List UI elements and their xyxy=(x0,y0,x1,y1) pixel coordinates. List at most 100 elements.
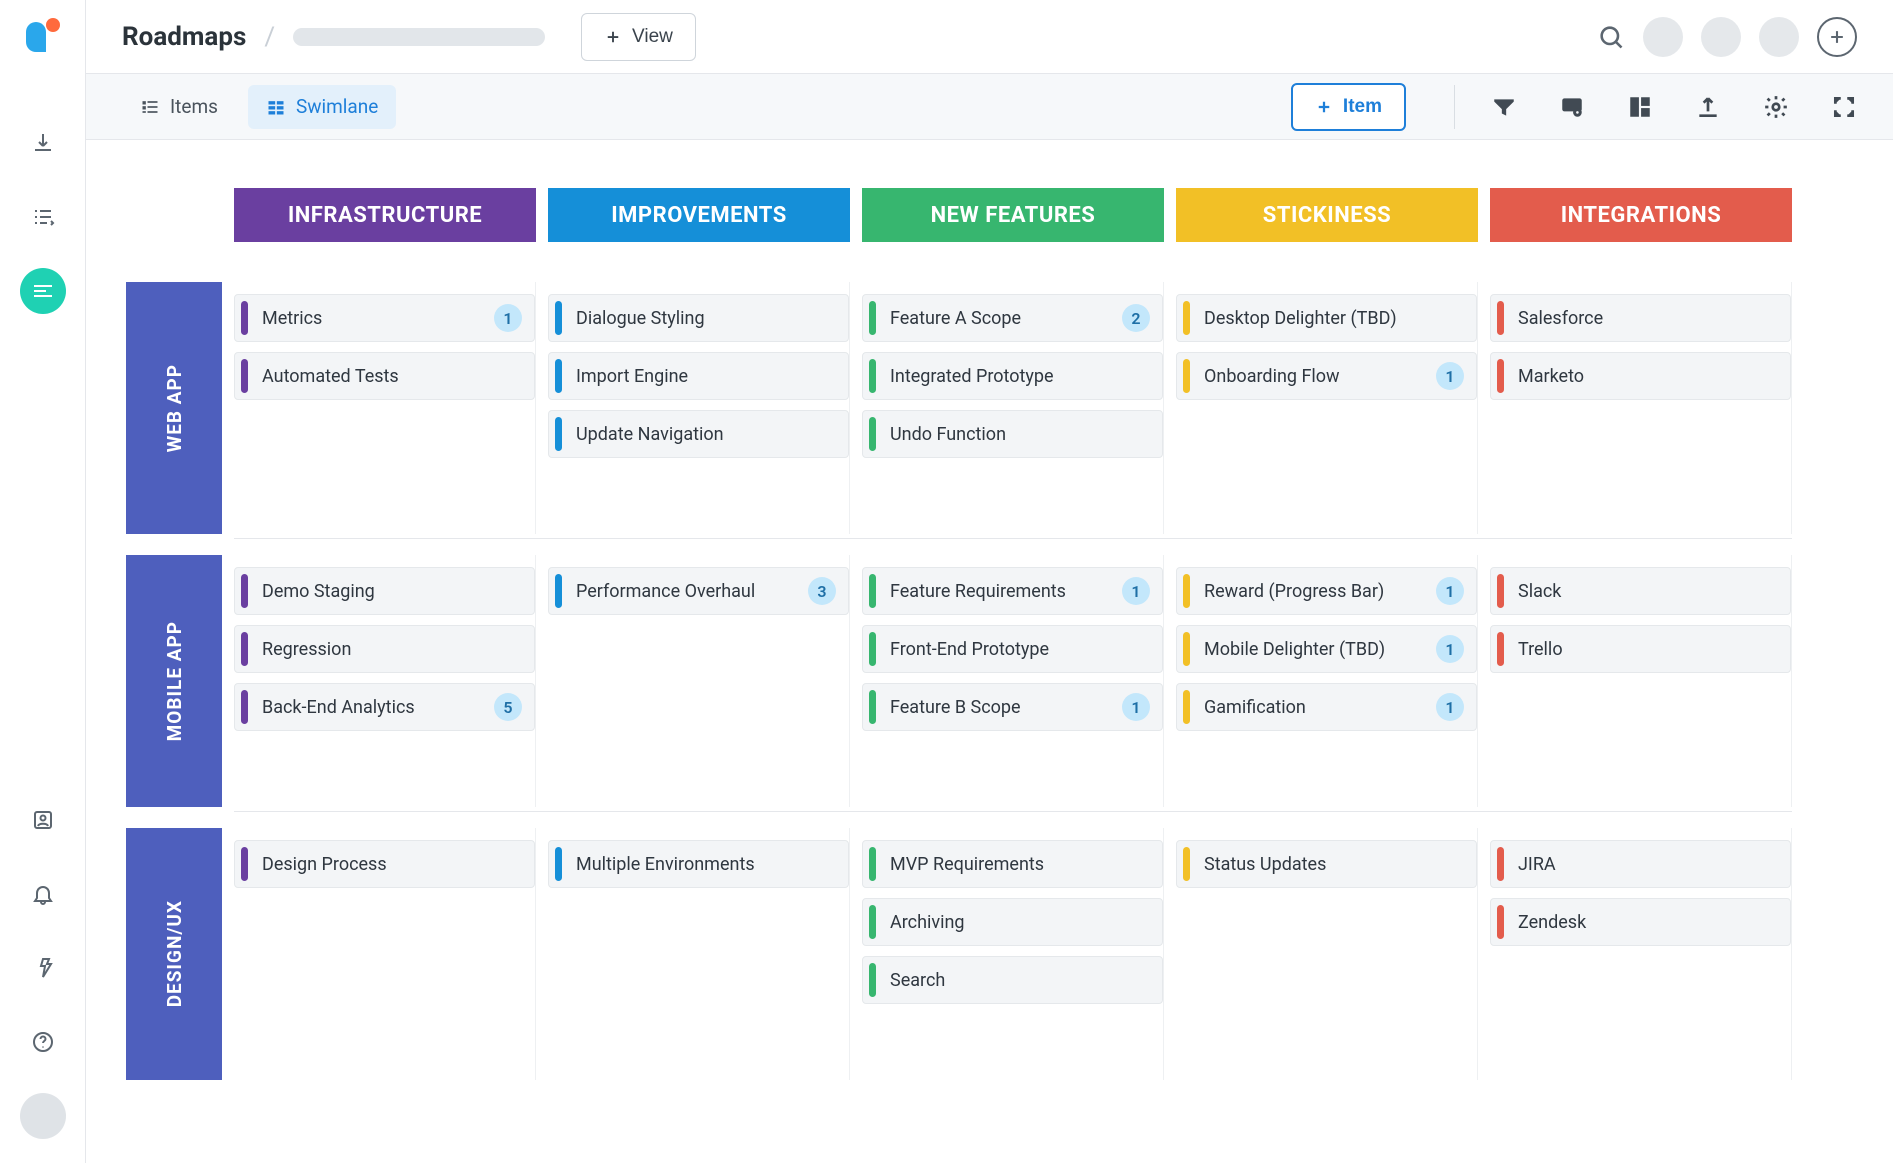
card[interactable]: Feature Requirements1 xyxy=(862,567,1163,615)
add-item-button[interactable]: Item xyxy=(1291,83,1406,131)
cell-design_ux-new_features[interactable]: MVP Requirements Archiving Search xyxy=(862,828,1164,1080)
view-mode-items[interactable]: Items xyxy=(122,85,236,129)
view-mode-swimlane[interactable]: Swimlane xyxy=(248,85,396,129)
card-stripe xyxy=(241,359,248,393)
cell-web_app-integrations[interactable]: Salesforce Marketo xyxy=(1490,282,1792,534)
card[interactable]: MVP Requirements xyxy=(862,840,1163,888)
card[interactable]: Desktop Delighter (TBD) xyxy=(1176,294,1477,342)
search-icon[interactable] xyxy=(1597,23,1625,51)
card-stripe xyxy=(241,690,248,724)
card[interactable]: Feature A Scope2 xyxy=(862,294,1163,342)
notifications-icon[interactable] xyxy=(20,871,66,917)
cell-mobile_app-infrastructure[interactable]: Demo Staging Regression Back-End Analytics… xyxy=(234,555,536,807)
card-label: Front-End Prototype xyxy=(890,639,1150,660)
lane-separator xyxy=(234,538,1792,539)
card-stripe xyxy=(1183,574,1190,608)
card[interactable]: Demo Staging xyxy=(234,567,535,615)
column-header-stickiness[interactable]: STICKINESS xyxy=(1176,188,1478,242)
add-collaborator-button[interactable] xyxy=(1817,17,1857,57)
card-label: Back-End Analytics xyxy=(262,697,480,718)
card[interactable]: Multiple Environments xyxy=(548,840,849,888)
card-label: Desktop Delighter (TBD) xyxy=(1204,308,1464,329)
breadcrumb-placeholder[interactable] xyxy=(293,28,545,46)
cell-design_ux-improvements[interactable]: Multiple Environments xyxy=(548,828,850,1080)
link-settings-icon[interactable] xyxy=(1559,94,1585,120)
cell-design_ux-stickiness[interactable]: Status Updates xyxy=(1176,828,1478,1080)
help-icon[interactable] xyxy=(20,1019,66,1065)
card-badge: 3 xyxy=(808,577,836,605)
lane-separator xyxy=(234,811,1792,812)
card[interactable]: Onboarding Flow1 xyxy=(1176,352,1477,400)
card[interactable]: Marketo xyxy=(1490,352,1791,400)
add-view-button[interactable]: View xyxy=(581,13,696,61)
cell-mobile_app-improvements[interactable]: Performance Overhaul 3 xyxy=(548,555,850,807)
card[interactable]: Undo Function xyxy=(862,410,1163,458)
card-stripe xyxy=(1183,359,1190,393)
cell-web_app-infrastructure[interactable]: Metrics1 Automated Tests xyxy=(234,282,536,534)
collaborator-avatar-2[interactable] xyxy=(1701,17,1741,57)
lane-label-web_app[interactable]: WEB APP xyxy=(126,282,222,534)
card-label: Trello xyxy=(1518,639,1778,660)
card-stripe xyxy=(869,417,876,451)
collaborator-avatar-3[interactable] xyxy=(1759,17,1799,57)
card[interactable]: Salesforce xyxy=(1490,294,1791,342)
card[interactable]: Import Engine xyxy=(548,352,849,400)
card[interactable]: Update Navigation xyxy=(548,410,849,458)
card[interactable]: Search xyxy=(862,956,1163,1004)
cell-web_app-improvements[interactable]: Dialogue Styling Import Engine Update Navi… xyxy=(548,282,850,534)
cell-design_ux-integrations[interactable]: JIRA Zendesk xyxy=(1490,828,1792,1080)
export-icon[interactable] xyxy=(1695,94,1721,120)
card[interactable]: Slack xyxy=(1490,567,1791,615)
card[interactable]: Reward (Progress Bar)1 xyxy=(1176,567,1477,615)
card[interactable]: Status Updates xyxy=(1176,840,1477,888)
user-avatar[interactable] xyxy=(20,1093,66,1139)
card[interactable]: Mobile Delighter (TBD)1 xyxy=(1176,625,1477,673)
swimlane-nav-icon[interactable] xyxy=(20,268,66,314)
cell-web_app-new_features[interactable]: Feature A Scope2 Integrated Prototype Undo… xyxy=(862,282,1164,534)
lane-label-design_ux[interactable]: DESIGN/UX xyxy=(126,828,222,1080)
column-header-infrastructure[interactable]: INFRASTRUCTURE xyxy=(234,188,536,242)
card[interactable]: Archiving xyxy=(862,898,1163,946)
card[interactable]: Metrics1 xyxy=(234,294,535,342)
card[interactable]: Front-End Prototype xyxy=(862,625,1163,673)
card-stripe xyxy=(869,905,876,939)
cell-design_ux-infrastructure[interactable]: Design Process xyxy=(234,828,536,1080)
layout-icon[interactable] xyxy=(1627,94,1653,120)
column-header-new_features[interactable]: NEW FEATURES xyxy=(862,188,1164,242)
card[interactable]: Automated Tests xyxy=(234,352,535,400)
cell-mobile_app-stickiness[interactable]: Reward (Progress Bar)1 Mobile Delighter (… xyxy=(1176,555,1478,807)
card-label: Salesforce xyxy=(1518,308,1778,329)
board-scroll[interactable]: INFRASTRUCTUREIMPROVEMENTSNEW FEATURESST… xyxy=(86,140,1893,1163)
card[interactable]: Back-End Analytics5 xyxy=(234,683,535,731)
card[interactable]: Design Process xyxy=(234,840,535,888)
card[interactable]: Gamification1 xyxy=(1176,683,1477,731)
column-header-integrations[interactable]: INTEGRATIONS xyxy=(1490,188,1792,242)
cell-mobile_app-new_features[interactable]: Feature Requirements1 Front-End Prototype… xyxy=(862,555,1164,807)
cell-web_app-stickiness[interactable]: Desktop Delighter (TBD) Onboarding Flow1 xyxy=(1176,282,1478,534)
collaborator-avatar-1[interactable] xyxy=(1643,17,1683,57)
activity-icon[interactable] xyxy=(20,945,66,991)
card-stripe xyxy=(1183,690,1190,724)
card[interactable]: Performance Overhaul 3 xyxy=(548,567,849,615)
import-icon[interactable] xyxy=(20,120,66,166)
card[interactable]: Dialogue Styling xyxy=(548,294,849,342)
card-stripe xyxy=(555,301,562,335)
card-label: Performance Overhaul xyxy=(576,581,794,602)
card-label: Dialogue Styling xyxy=(576,308,836,329)
card[interactable]: JIRA xyxy=(1490,840,1791,888)
card[interactable]: Regression xyxy=(234,625,535,673)
app-logo[interactable] xyxy=(26,18,60,52)
lane-label-mobile_app[interactable]: MOBILE APP xyxy=(126,555,222,807)
cell-mobile_app-integrations[interactable]: Slack Trello xyxy=(1490,555,1792,807)
card[interactable]: Trello xyxy=(1490,625,1791,673)
column-header-improvements[interactable]: IMPROVEMENTS xyxy=(548,188,850,242)
list-icon[interactable] xyxy=(20,194,66,240)
filter-icon[interactable] xyxy=(1491,94,1517,120)
contacts-icon[interactable] xyxy=(20,797,66,843)
card[interactable]: Integrated Prototype xyxy=(862,352,1163,400)
settings-icon[interactable] xyxy=(1763,94,1789,120)
card[interactable]: Feature B Scope1 xyxy=(862,683,1163,731)
card-stripe xyxy=(869,574,876,608)
card[interactable]: Zendesk xyxy=(1490,898,1791,946)
fullscreen-icon[interactable] xyxy=(1831,94,1857,120)
